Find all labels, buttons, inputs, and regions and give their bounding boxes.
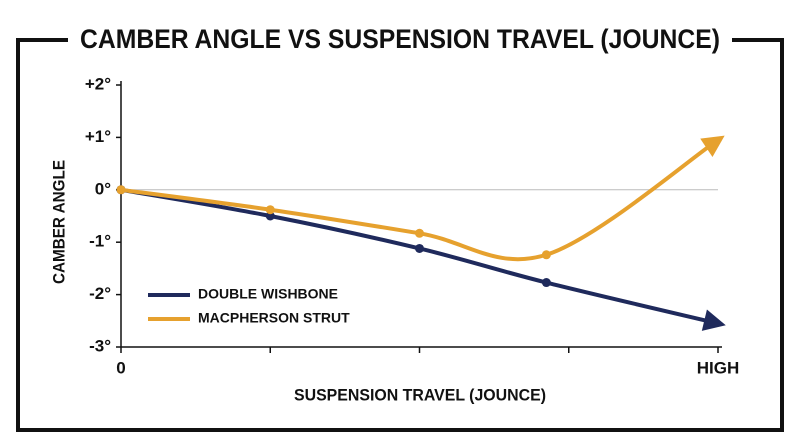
x-axis-label: SUSPENSION TRAVEL (JOUNCE) [294,385,546,404]
y-tick-label: -1° [89,232,111,251]
y-axis-label: CAMBER ANGLE [49,160,68,284]
point-marker [541,278,551,288]
x-tick-label: 0 [116,358,125,377]
point-marker [415,228,424,238]
point-marker [116,185,126,195]
x-tick-label: HIGH [697,358,740,377]
y-tick-label: 0° [95,179,111,198]
point-marker [265,205,275,215]
point-marker [541,250,551,260]
legend-label: DOUBLE WISHBONE [198,286,338,302]
legend-label: MACPHERSON STRUT [198,310,350,326]
title-backdrop [68,20,732,60]
chart-title: CAMBER ANGLE VS SUSPENSION TRAVEL (JOUNC… [80,24,720,54]
point-marker [415,243,424,253]
series-line [119,187,720,326]
point-marker [265,211,275,221]
y-tick-label: -3° [89,336,111,355]
arrow-head [701,309,726,331]
y-tick-label: -2° [89,284,111,303]
y-tick-label: +1° [85,127,111,146]
y-tick-label: +2° [85,74,111,93]
series-line [119,138,720,262]
frame [16,38,784,432]
arrow-head [700,135,725,157]
